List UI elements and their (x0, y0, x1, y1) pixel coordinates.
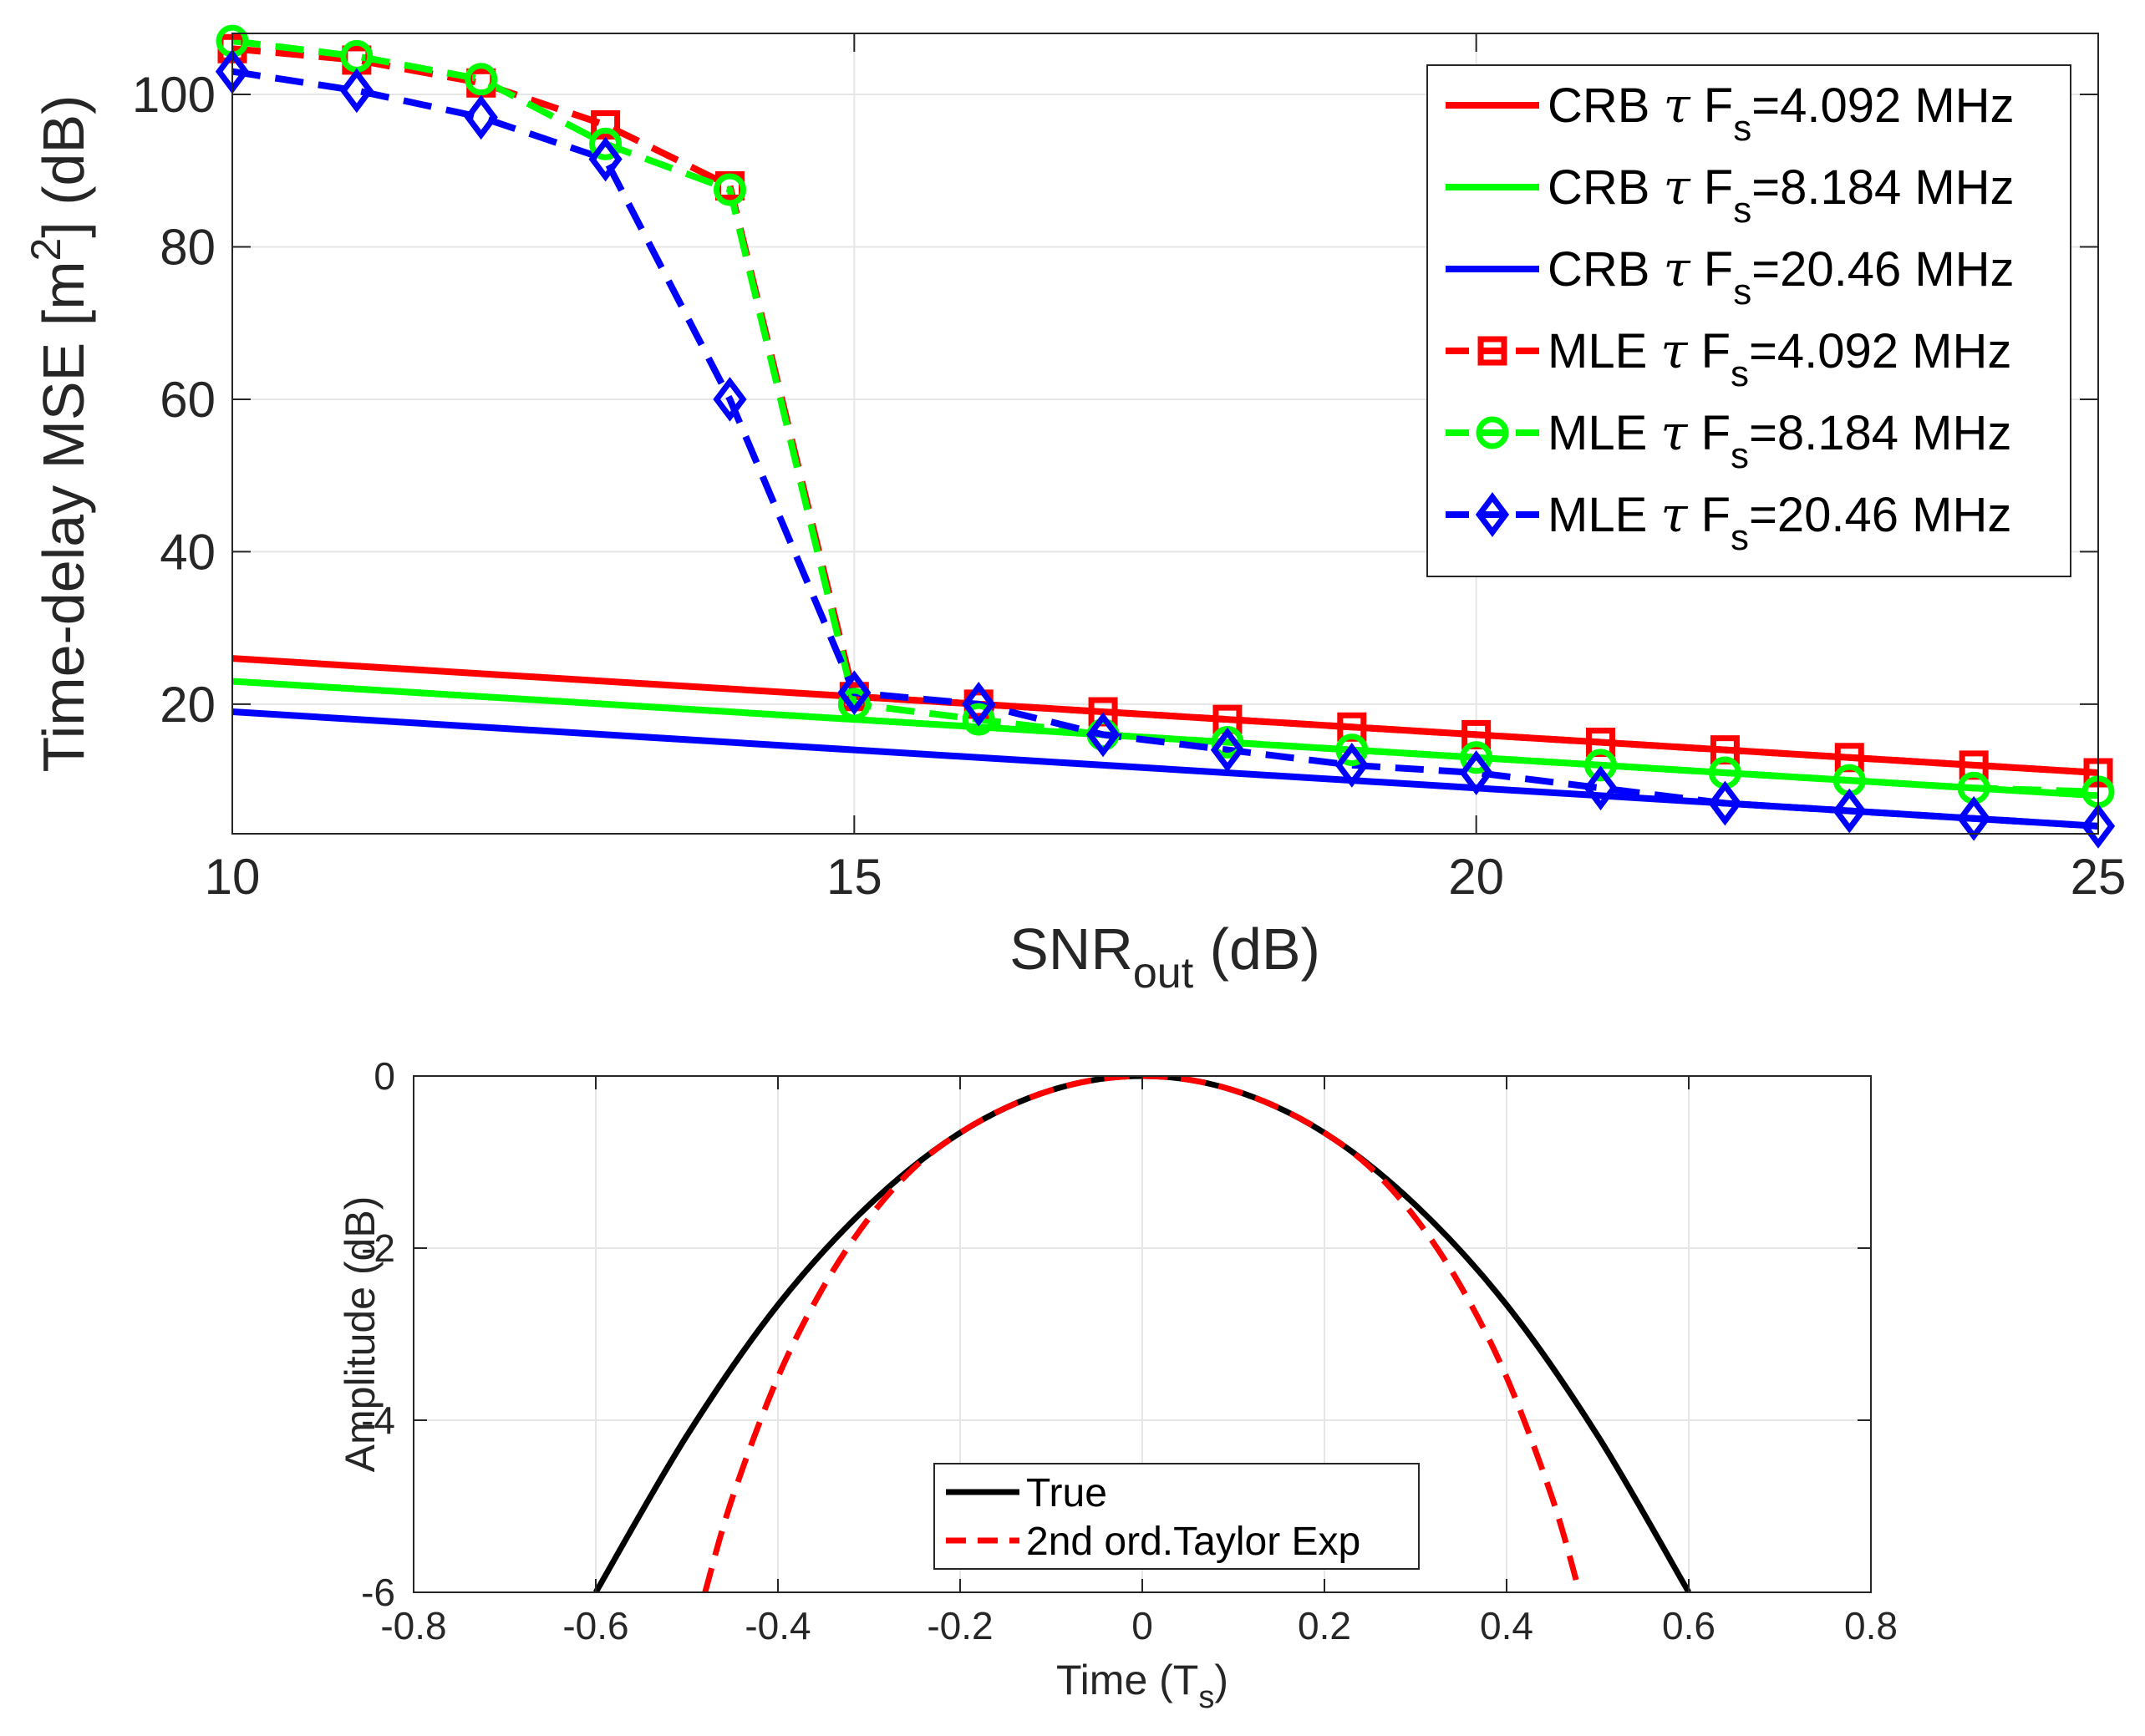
amplitude-y-tick-label: -6 (361, 1571, 395, 1614)
mse-marker-diamond (962, 682, 996, 727)
amplitude-ticks: -0.8 -0.6 -0.4 -0.2 0 0.2 0.4 0.6 0.8 -6 -4 -2 0 (361, 1054, 1898, 1647)
mse-legend-label: MLE τ Fs=4.092 MHz (1548, 322, 2011, 394)
mse-marker-circle (713, 173, 746, 206)
mse-legend-label: CRB τ Fs=4.092 MHz (1548, 77, 2015, 149)
mse-y-tick-label: 60 (160, 372, 216, 428)
mse-y-tick-label: 80 (160, 219, 216, 275)
amplitude-y-tick-label: -2 (361, 1226, 395, 1270)
amplitude-x-axis-label: Time (Ts) (1056, 1657, 1228, 1715)
mse-marker-diamond (1957, 795, 1991, 841)
mse-x-tick-label: 10 (205, 849, 261, 905)
amplitude-x-tick-label: 0.4 (1480, 1604, 1533, 1647)
mse-marker-square (591, 109, 621, 140)
amplitude-x-tick-label: 0.8 (1844, 1604, 1898, 1647)
amplitude-x-tick-label: -0.8 (380, 1604, 446, 1647)
amplitude-series-lines (592, 1076, 1692, 1592)
mse-marker-circle (837, 688, 871, 721)
mse-series-lines (232, 38, 2098, 830)
mse-series-line-3 (232, 45, 2098, 777)
mse-legend-label: CRB τ Fs=8.184 MHz (1548, 159, 2015, 231)
mse-marker-diamond (1334, 743, 1369, 788)
amplitude-x-tick-label: 0.6 (1662, 1604, 1715, 1647)
amplitude-y-axis-label: Amplitude (dB) (337, 1196, 384, 1473)
mse-series-line-5 (232, 68, 2098, 830)
mse-x-tick-label: 15 (826, 849, 882, 905)
mse-marker-diamond (1708, 780, 1742, 826)
mse-marker-diamond (713, 377, 747, 422)
mse-marker-diamond (837, 670, 872, 716)
mse-legend-label: CRB τ Fs=20.46 MHz (1548, 241, 2015, 312)
mse-axes-box (231, 33, 2099, 835)
amplitude-chart: -0.8 -0.6 -0.4 -0.2 0 0.2 0.4 0.6 0.8 -6 -4 -2 0 Tim… (337, 1054, 1898, 1715)
mse-series-markers (215, 24, 2116, 849)
mse-marker-circle (1335, 733, 1369, 767)
mse-marker-diamond (464, 94, 498, 140)
mse-marker-circle (465, 63, 498, 96)
mse-marker-diamond (1210, 727, 1245, 773)
mse-legend-label: MLE τ Fs=20.46 MHz (1548, 486, 2011, 558)
mse-marker-diamond (1459, 750, 1493, 795)
mse-series-line-4 (232, 38, 2098, 795)
amplitude-legend-label: True (1026, 1471, 1107, 1515)
amplitude-y-tick-label: -4 (361, 1398, 395, 1442)
mse-marker-diamond (2081, 804, 2116, 849)
mse-marker-circle (1460, 741, 1493, 774)
mse-y-tick-label: 40 (160, 524, 216, 580)
amplitude-series-line-0 (592, 1076, 1692, 1592)
mse-chart: 10 15 20 25 20 40 60 80 100 SNRout (dB) Time-del… (23, 24, 2126, 997)
mse-legend-label: MLE τ Fs=8.184 MHz (1548, 404, 2011, 476)
mse-legend-box (1426, 64, 2071, 577)
mse-x-tick-label: 20 (1448, 849, 1504, 905)
amplitude-legend: True 2nd ord.Taylor Exp (933, 1463, 1420, 1570)
amplitude-x-tick-label: 0.2 (1298, 1604, 1351, 1647)
mse-marker-circle (962, 703, 995, 736)
mse-marker-circle (589, 127, 623, 160)
mse-x-tick-label: 25 (2071, 849, 2127, 905)
mse-marker-diamond (1832, 788, 1867, 834)
amplitude-legend-label: 2nd ord.Taylor Exp (1026, 1520, 1360, 1564)
mse-legend: CRB τ Fs=4.092 MHz CRB τ Fs=8.184 MHz CRB … (1426, 64, 2071, 577)
mse-marker-diamond (1583, 765, 1618, 811)
amplitude-series-line-1 (702, 1076, 1583, 1592)
mse-y-tick-label: 20 (160, 677, 216, 733)
amplitude-x-tick-label: -0.6 (562, 1604, 628, 1647)
amplitude-x-tick-label: -0.2 (927, 1604, 993, 1647)
amplitude-x-tick-label: 0 (1131, 1604, 1153, 1647)
amplitude-x-tick-label: -0.4 (745, 1604, 811, 1647)
mse-series-line-2 (232, 708, 2098, 830)
amplitude-legend-box (933, 1463, 1420, 1570)
mse-legend-marker-circle (1476, 416, 1509, 449)
mse-y-axis-label: Time-delay MSE [m2] (dB) (23, 95, 96, 773)
mse-legend-marker-diamond (1475, 492, 1510, 537)
mse-y-tick-label: 100 (132, 67, 216, 123)
mse-marker-diamond (1085, 712, 1121, 758)
mse-ticks: 10 15 20 25 20 40 60 80 100 (132, 33, 2126, 905)
mse-legend-marker-square (1477, 336, 1507, 366)
amplitude-y-tick-label: 0 (374, 1054, 395, 1098)
mse-x-axis-label: SNRout (dB) (1009, 916, 1320, 997)
mse-marker-circle (1584, 749, 1618, 782)
mse-marker-diamond (339, 68, 374, 114)
mse-marker-diamond (588, 136, 623, 182)
